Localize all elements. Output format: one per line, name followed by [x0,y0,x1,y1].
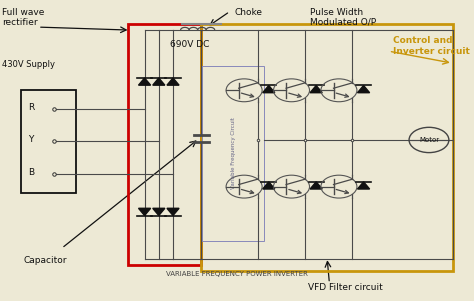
Text: VFD Filter circuit: VFD Filter circuit [308,283,383,292]
Polygon shape [263,182,275,189]
Text: Capacitor: Capacitor [24,256,67,265]
Text: Y: Y [28,135,34,144]
Polygon shape [138,208,151,216]
Bar [201,24,453,271]
Text: R: R [28,103,35,112]
Bar [21,90,76,193]
Text: 430V Supply: 430V Supply [2,60,55,69]
Text: Variable Frequency Circuit: Variable Frequency Circuit [231,118,236,189]
Polygon shape [357,85,370,93]
Text: Control and
Inverter circuit: Control and Inverter circuit [393,36,470,55]
Polygon shape [357,182,370,189]
Text: VARIABLE FREQUENCY POWER INVERTER: VARIABLE FREQUENCY POWER INVERTER [166,271,308,277]
Text: 690V DC: 690V DC [170,40,209,49]
Polygon shape [167,78,179,85]
Text: Motor: Motor [419,137,439,143]
Polygon shape [310,182,322,189]
Polygon shape [167,208,179,216]
Bar [128,24,201,265]
Polygon shape [153,78,165,85]
Text: Choke: Choke [235,8,263,17]
Polygon shape [310,85,322,93]
Text: Full wave
rectifier: Full wave rectifier [2,8,45,27]
Polygon shape [138,78,151,85]
Bar [202,66,264,241]
Text: Pulse Width
Modulated O/P: Pulse Width Modulated O/P [310,8,377,27]
Polygon shape [153,208,165,216]
Text: B: B [28,168,35,177]
Polygon shape [263,85,275,93]
